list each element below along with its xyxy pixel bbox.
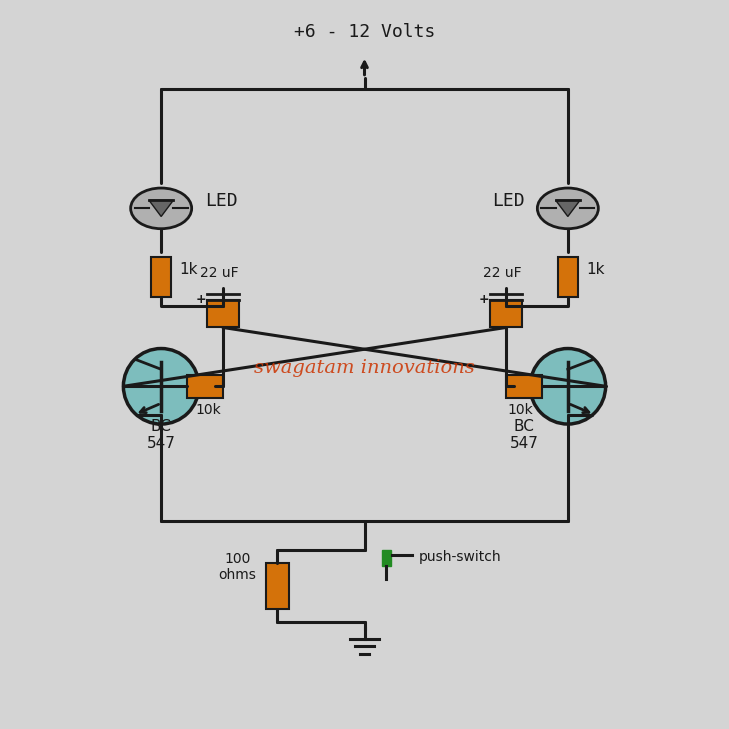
Polygon shape — [555, 200, 580, 217]
FancyBboxPatch shape — [490, 300, 523, 327]
Text: +6 - 12 Volts: +6 - 12 Volts — [294, 23, 435, 42]
Text: 10k: 10k — [508, 403, 534, 417]
Text: +: + — [479, 294, 489, 306]
Text: BC
547: BC 547 — [147, 418, 176, 451]
Text: 10k: 10k — [195, 403, 221, 417]
Polygon shape — [149, 200, 174, 217]
Text: BC
547: BC 547 — [510, 418, 539, 451]
Text: 100
ohms: 100 ohms — [219, 552, 257, 582]
Text: LED: LED — [205, 192, 238, 210]
FancyBboxPatch shape — [206, 300, 239, 327]
Text: LED: LED — [491, 192, 524, 210]
Text: 22 uF: 22 uF — [483, 266, 522, 281]
Ellipse shape — [537, 188, 599, 229]
FancyBboxPatch shape — [151, 257, 171, 297]
FancyBboxPatch shape — [558, 257, 578, 297]
Text: 1k: 1k — [586, 262, 604, 277]
FancyBboxPatch shape — [382, 550, 391, 566]
Text: swagatam innovations: swagatam innovations — [254, 359, 475, 377]
Circle shape — [530, 348, 606, 424]
Text: 22 uF: 22 uF — [200, 266, 238, 281]
Text: 1k: 1k — [179, 262, 198, 277]
Text: push-switch: push-switch — [419, 550, 502, 564]
Circle shape — [123, 348, 199, 424]
FancyBboxPatch shape — [266, 564, 289, 609]
FancyBboxPatch shape — [506, 375, 542, 398]
Text: +: + — [195, 294, 206, 306]
FancyBboxPatch shape — [187, 375, 223, 398]
Ellipse shape — [130, 188, 192, 229]
